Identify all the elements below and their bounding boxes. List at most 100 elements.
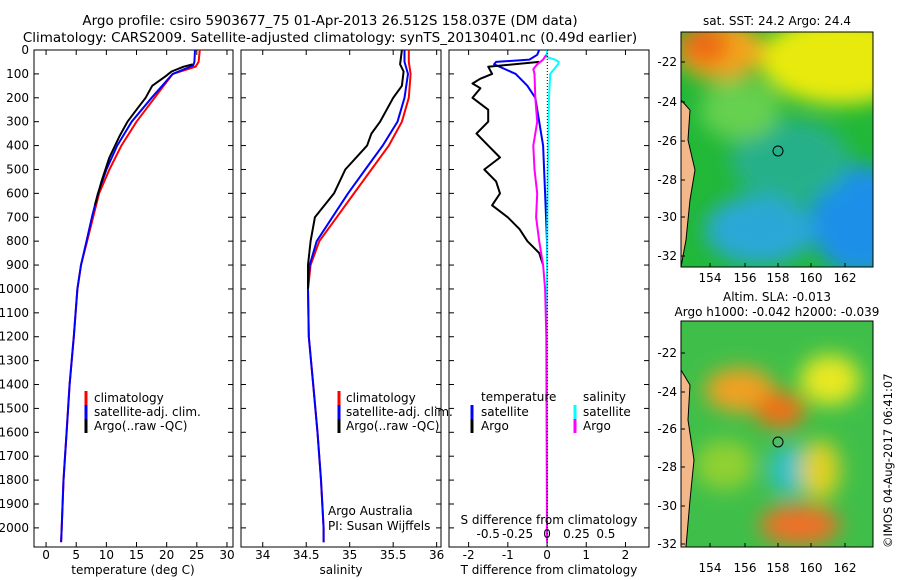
lon-tick-label: 162 xyxy=(834,561,857,575)
legend-label: satellite xyxy=(481,405,529,419)
lat-tick-label: -28 xyxy=(657,460,677,474)
salinity-axes xyxy=(240,49,442,548)
sla-map-frame xyxy=(680,320,874,548)
lat-tick-label: -26 xyxy=(657,422,677,436)
s-tick-label: -0.25 xyxy=(502,527,533,541)
lat-tick-label: -26 xyxy=(657,134,677,148)
x-tick-label: 35 xyxy=(342,548,357,562)
legend-label: climatology xyxy=(94,391,164,405)
timestamp: ©IMOS 04-Aug-2017 06:41:07 xyxy=(881,373,895,548)
x-tick-label: -1 xyxy=(502,548,514,562)
temperature-legend: climatology satellite-adj. clim. Argo(..… xyxy=(84,391,201,433)
y-tick-label: 1100 xyxy=(0,306,29,320)
difference-axes xyxy=(448,49,650,548)
y-tick-label: 500 xyxy=(6,162,29,176)
legend-label: Argo(..raw -QC) xyxy=(346,419,439,433)
lat-tick-label: -22 xyxy=(657,346,677,360)
y-tick-label: 1400 xyxy=(0,378,29,392)
difference-xlabel: T difference from climatology xyxy=(460,563,638,577)
lon-tick-label: 156 xyxy=(734,561,757,575)
x-tick-label: 0 xyxy=(42,548,50,562)
legend-label: satellite xyxy=(583,405,631,419)
difference-legend: temperature salinity satellite Argo sate… xyxy=(470,390,631,433)
x-tick-label: 0 xyxy=(543,548,551,562)
argo-location-marker xyxy=(772,145,784,157)
legend-label: climatology xyxy=(346,391,416,405)
x-tick-label: 34 xyxy=(255,548,270,562)
y-tick-label: 1600 xyxy=(0,425,29,439)
lon-tick-label: 154 xyxy=(699,271,722,285)
y-tick-label: 1800 xyxy=(0,473,29,487)
lon-tick-label: 158 xyxy=(767,561,790,575)
s-tick-label: 0.25 xyxy=(563,527,590,541)
annotation-pi: PI: Susan Wijffels xyxy=(328,519,430,533)
y-tick-label: 200 xyxy=(6,91,29,105)
x-tick-label: 1 xyxy=(582,548,590,562)
series-temperature-satellite xyxy=(493,49,548,543)
series-argo-raw-qc xyxy=(93,63,193,206)
x-tick-label: 30 xyxy=(219,548,234,562)
y-tick-label: 900 xyxy=(6,258,29,272)
x-tick-label: 20 xyxy=(159,548,174,562)
legend-label: Argo xyxy=(481,419,509,433)
salinity-plot: 34 34.5 35 35.5 36 xyxy=(241,49,444,562)
map-ticks: -22 -24 -26 -28 -30 -32 154 156 158 160 162 -22 -24 -… xyxy=(657,55,856,575)
sst-map-title: sat. SST: 24.2 Argo: 24.4 xyxy=(703,14,851,28)
lon-tick-label: 158 xyxy=(767,271,790,285)
title-line-1: Argo profile: csiro 5903677_75 01-Apr-20… xyxy=(82,13,577,29)
lon-tick-label: 162 xyxy=(834,271,857,285)
series-salinity-satellite xyxy=(546,50,560,543)
legend-label: Argo(..raw -QC) xyxy=(94,419,187,433)
series-argo-raw-qc xyxy=(307,49,405,289)
lon-tick-label: 154 xyxy=(699,561,722,575)
legend-label: satellite-adj. clim. xyxy=(94,405,201,419)
legend-label: Argo xyxy=(583,419,611,433)
s-tick-label: -0.5 xyxy=(477,527,500,541)
lat-tick-label: -32 xyxy=(657,537,677,551)
y-tick-label: 700 xyxy=(6,210,29,224)
s-tick-label: 0.5 xyxy=(596,527,615,541)
y-tick-label: 1200 xyxy=(0,330,29,344)
y-tick-label: 1700 xyxy=(0,449,29,463)
y-tick-label: 100 xyxy=(6,67,29,81)
sla-map-title-1: Altim. SLA: -0.013 xyxy=(723,290,831,304)
y-tick-label: 1900 xyxy=(0,497,29,511)
lat-tick-label: -22 xyxy=(657,55,677,69)
x-tick-label: 10 xyxy=(99,548,114,562)
difference-top-label: S difference from climatology xyxy=(461,513,638,527)
x-tick-label: 25 xyxy=(189,548,204,562)
y-tick-label: 2000 xyxy=(0,521,29,535)
sla-map xyxy=(681,321,873,547)
annotation-argo-australia: Argo Australia xyxy=(328,504,413,518)
lat-tick-label: -24 xyxy=(657,95,677,109)
temperature-plot: 0 5 10 15 20 25 300100200300400500600700800900… xyxy=(0,43,235,562)
temperature-axes xyxy=(33,49,234,548)
series-temperature-argo xyxy=(471,60,545,266)
y-tick-label: 400 xyxy=(6,139,29,153)
salinity-xlabel: salinity xyxy=(319,563,362,577)
title-line-2: Climatology: CARS2009. Satellite-adjuste… xyxy=(23,30,637,46)
lat-tick-label: -24 xyxy=(657,385,677,399)
x-tick-label: 15 xyxy=(129,548,144,562)
temperature-xlabel: temperature (deg C) xyxy=(71,563,194,577)
sst-map xyxy=(681,32,873,267)
y-tick-label: 1500 xyxy=(0,401,29,415)
lat-tick-label: -32 xyxy=(657,249,677,263)
lat-tick-label: -28 xyxy=(657,173,677,187)
series-satellite-adj-clim xyxy=(307,50,409,543)
legend-title-salinity: salinity xyxy=(583,390,626,404)
legend-label: satellite-adj. clim. xyxy=(346,405,453,419)
sla-map-title-2: Argo h1000: -0.042 h2000: -0.039 xyxy=(675,305,880,319)
lon-tick-label: 160 xyxy=(800,561,823,575)
lat-tick-label: -30 xyxy=(657,210,677,224)
sst-map-frame xyxy=(680,31,874,268)
lon-tick-label: 160 xyxy=(800,271,823,285)
legend-title-temperature: temperature xyxy=(481,390,556,404)
x-tick-label: 35.5 xyxy=(380,548,407,562)
y-tick-label: 0 xyxy=(21,43,29,57)
x-tick-label: 5 xyxy=(72,548,80,562)
series-satellite-adj-clim xyxy=(60,49,196,543)
lon-tick-label: 156 xyxy=(734,271,757,285)
salinity-legend: climatology satellite-adj. clim. Argo(..… xyxy=(328,391,453,533)
